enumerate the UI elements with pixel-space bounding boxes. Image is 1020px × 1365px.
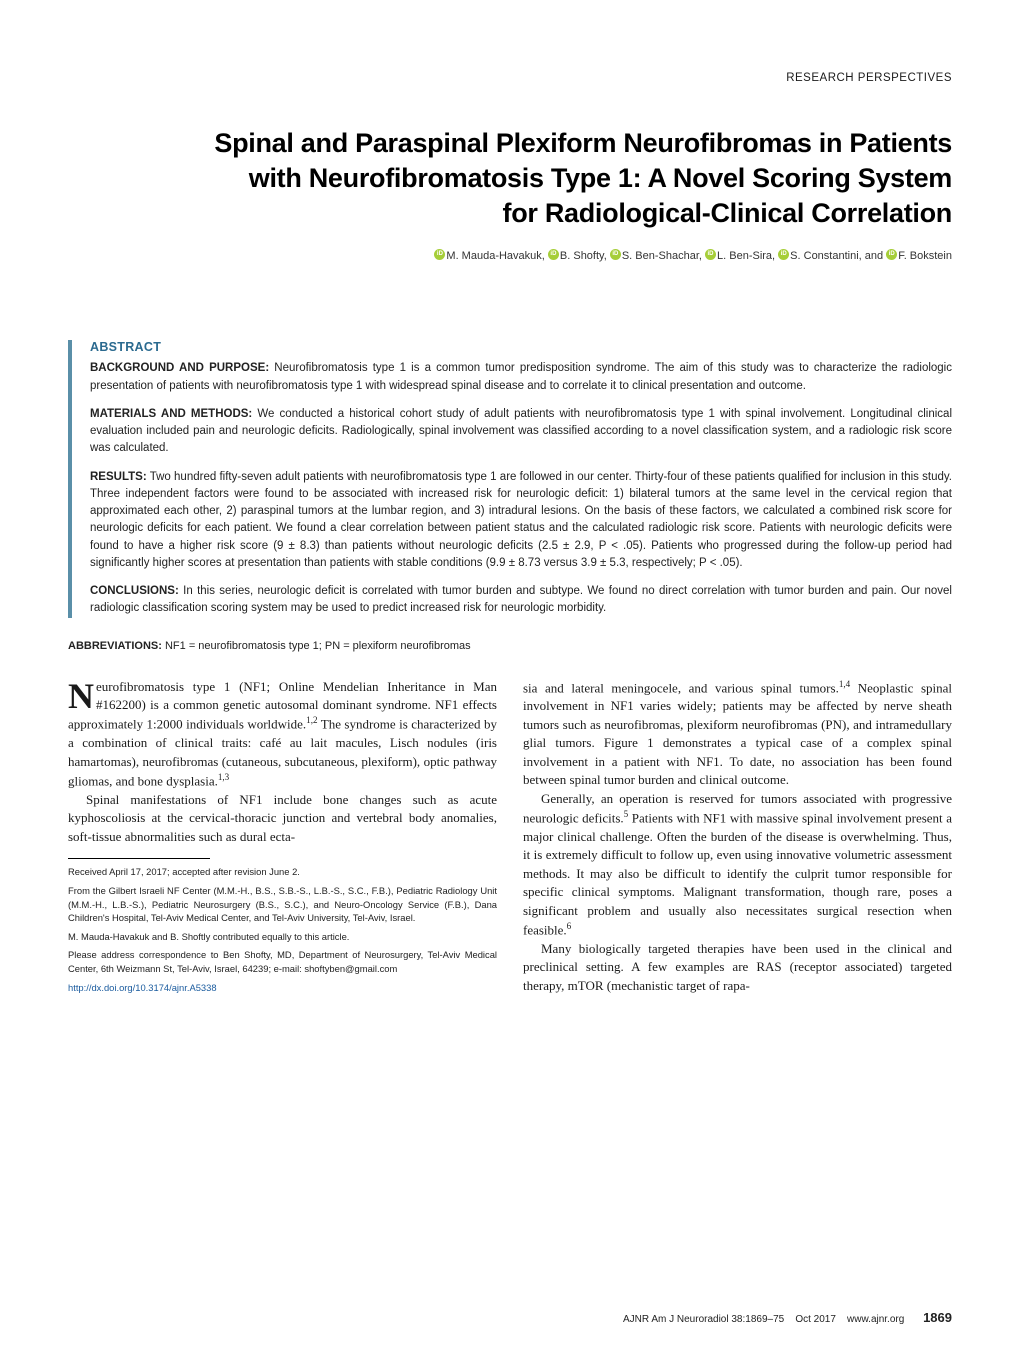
orcid-icon[interactable] (778, 249, 789, 260)
orcid-icon[interactable] (548, 249, 559, 260)
title-line1: Spinal and Paraspinal Plexiform Neurofib… (214, 128, 952, 158)
footnotes: Received April 17, 2017; accepted after … (68, 865, 497, 994)
p3b: Neoplastic spinal involvement in NF1 var… (523, 680, 952, 787)
footer-url: www.ajnr.org (847, 1314, 904, 1325)
orcid-icon[interactable] (705, 249, 716, 260)
author-2: B. Shofty, (560, 250, 607, 262)
column-left: Neurofibromatosis type 1 (NF1; Online Me… (68, 678, 497, 1000)
abstract-background: BACKGROUND AND PURPOSE: Neurofibromatosi… (90, 360, 952, 395)
abstract-conclusions: CONCLUSIONS: In this series, neurologic … (90, 583, 952, 618)
p3a: sia and lateral meningocele, and various… (523, 680, 839, 695)
author-3: S. Ben-Shachar, (622, 250, 702, 262)
abbrev-label: ABBREVIATIONS: (68, 640, 162, 652)
footnote-equal-contrib: M. Mauda-Havakuk and B. Shoftly contribu… (68, 930, 497, 944)
abstract-results: RESULTS: Two hundred fifty-seven adult p… (90, 469, 952, 573)
abstract-heading: ABSTRACT (90, 340, 952, 354)
abbreviations: ABBREVIATIONS: NF1 = neurofibromatosis t… (68, 640, 952, 652)
citation-sup: 1,4 (839, 679, 850, 689)
doi-link[interactable]: http://dx.doi.org/10.3174/ajnr.A5338 (68, 982, 217, 993)
abstract-mm-label: MATERIALS AND METHODS: (90, 408, 252, 420)
header-category: RESEARCH PERSPECTIVES (68, 72, 952, 84)
footnote-correspondence: Please address correspondence to Ben Sho… (68, 948, 497, 975)
page-footer: AJNR Am J Neuroradiol 38:1869–75 Oct 201… (623, 1310, 952, 1325)
footer-date: Oct 2017 (795, 1314, 836, 1325)
author-4: L. Ben-Sira, (717, 250, 775, 262)
abstract-res-text: Two hundred fifty-seven adult patients w… (90, 471, 952, 569)
column-right: sia and lateral meningocele, and various… (523, 678, 952, 1000)
footnote-divider (68, 858, 210, 859)
title-line3: for Radiological-Clinical Correlation (503, 198, 952, 228)
orcid-icon[interactable] (610, 249, 621, 260)
article-title: Spinal and Paraspinal Plexiform Neurofib… (68, 126, 952, 231)
page-number: 1869 (923, 1310, 952, 1325)
abstract-block: ABSTRACT BACKGROUND AND PURPOSE: Neurofi… (68, 340, 952, 617)
citation-sup: 6 (567, 921, 572, 931)
abbrev-text: NF1 = neurofibromatosis type 1; PN = ple… (162, 640, 471, 652)
body-para-5: Many biologically targeted therapies hav… (523, 940, 952, 995)
body-para-3: sia and lateral meningocele, and various… (523, 678, 952, 790)
author-list: M. Mauda-Havakuk, B. Shofty, S. Ben-Shac… (68, 249, 952, 262)
footer-journal: AJNR Am J Neuroradiol 38:1869–75 (623, 1314, 784, 1325)
body-para-1: Neurofibromatosis type 1 (NF1; Online Me… (68, 678, 497, 791)
body-para-4: Generally, an operation is reserved for … (523, 790, 952, 940)
abstract-con-text: In this series, neurologic deficit is co… (90, 585, 952, 614)
citation-sup: 1,3 (218, 772, 229, 782)
abstract-res-label: RESULTS: (90, 471, 147, 483)
footnote-affiliation: From the Gilbert Israeli NF Center (M.M.… (68, 884, 497, 925)
author-5: S. Constantini, and (790, 250, 883, 262)
dropcap: N (68, 678, 96, 712)
body-columns: Neurofibromatosis type 1 (NF1; Online Me… (68, 678, 952, 1000)
p4b: Patients with NF1 with massive spinal in… (523, 810, 952, 937)
abstract-con-label: CONCLUSIONS: (90, 585, 179, 597)
abstract-bg-label: BACKGROUND AND PURPOSE: (90, 362, 269, 374)
abstract-methods: MATERIALS AND METHODS: We conducted a hi… (90, 406, 952, 458)
orcid-icon[interactable] (434, 249, 445, 260)
citation-sup: 1,2 (306, 715, 317, 725)
body-para-2: Spinal manifestations of NF1 include bon… (68, 791, 497, 846)
title-line2: with Neurofibromatosis Type 1: A Novel S… (249, 163, 952, 193)
author-6: F. Bokstein (898, 250, 952, 262)
author-1: M. Mauda-Havakuk, (446, 250, 544, 262)
orcid-icon[interactable] (886, 249, 897, 260)
footnote-received: Received April 17, 2017; accepted after … (68, 865, 497, 879)
